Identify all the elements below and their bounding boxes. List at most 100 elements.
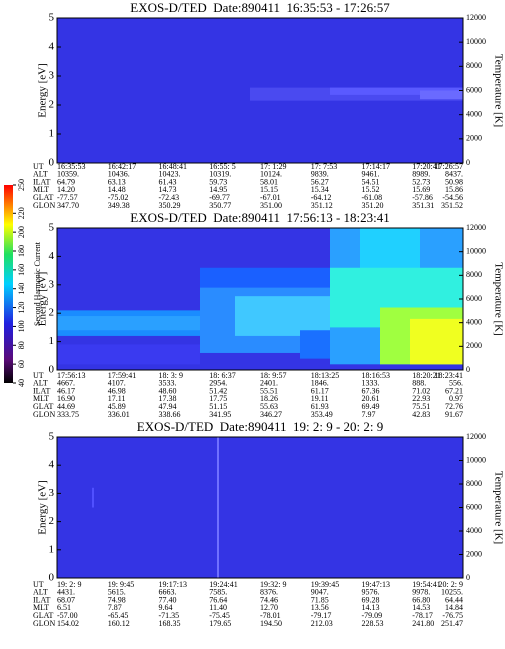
y-tick-label: 3 xyxy=(49,487,55,499)
orbit-cell: 44.69 xyxy=(57,402,75,411)
orbit-cell: 19:54:41 xyxy=(412,580,440,589)
orbit-cell: 4431. xyxy=(57,588,75,597)
orbit-cell: -75.45 xyxy=(209,611,230,620)
orbit-cell: 14.53 xyxy=(412,603,430,612)
orbit-cell: 19:32: 9 xyxy=(260,580,286,589)
orbit-cell: 51.42 xyxy=(209,386,227,395)
y-tick-label: 2 xyxy=(49,307,55,319)
orbit-row-label: ILAT xyxy=(33,177,50,186)
orbit-row-label: GLON xyxy=(33,410,55,419)
orbit-cell: -67.01 xyxy=(260,193,281,202)
orbit-cell: 68.07 xyxy=(57,595,75,604)
orbit-cell: 45.89 xyxy=(108,402,126,411)
orbit-cell: 888. xyxy=(412,379,426,388)
orbit-cell: 15.69 xyxy=(412,185,430,194)
y2-tick-label: 12000 xyxy=(466,223,486,232)
orbit-cell: 1333. xyxy=(362,379,380,388)
orbit-cell: 10319. xyxy=(209,170,231,179)
orbit-cell: 168.35 xyxy=(159,619,181,628)
orbit-cell: 14.48 xyxy=(108,185,126,194)
orbit-cell: 5615. xyxy=(108,588,126,597)
y-tick-label: 3 xyxy=(49,70,55,82)
y-tick-label: 4 xyxy=(49,459,55,471)
orbit-cell: 17: 7:53 xyxy=(311,162,337,171)
orbit-cell: 353.49 xyxy=(311,410,333,419)
orbit-cell: 9978. xyxy=(412,588,430,597)
orbit-cell: -75.02 xyxy=(108,193,129,202)
orbit-cell: 15.15 xyxy=(260,185,278,194)
orbit-cell: 50.98 xyxy=(445,177,463,186)
orbit-cell: 351.12 xyxy=(311,201,333,210)
y2-tick-label: 6000 xyxy=(466,294,482,303)
orbit-cell: 77.40 xyxy=(159,595,177,604)
orbit-cell: 64.79 xyxy=(57,177,75,186)
orbit-cell: 64.44 xyxy=(445,595,463,604)
orbit-row-label: GLAT xyxy=(33,193,54,202)
orbit-cell: 10255. xyxy=(441,588,463,597)
orbit-cell: 3533. xyxy=(159,379,177,388)
orbit-cell: 8437. xyxy=(445,170,463,179)
orbit-cell: 2401. xyxy=(260,379,278,388)
orbit-cell: 351.52 xyxy=(441,201,463,210)
orbit-cell: 7585. xyxy=(209,588,227,597)
orbit-cell: 241.80 xyxy=(412,619,434,628)
orbit-cell: 10124. xyxy=(260,170,282,179)
y-tick-label: 4 xyxy=(49,41,55,53)
y2-tick-label: 4000 xyxy=(466,526,482,535)
colorbar-label: Second Harmonic Current xyxy=(33,241,42,326)
colorbar-tick-label: 60 xyxy=(17,360,26,368)
orbit-cell: 351.00 xyxy=(260,201,282,210)
orbit-cell: 17.75 xyxy=(209,394,227,403)
colorbar-tick-label: 100 xyxy=(17,320,26,332)
orbit-row-label: ALT xyxy=(33,170,48,179)
orbit-cell: 42.83 xyxy=(412,410,430,419)
orbit-cell: 1846. xyxy=(311,379,329,388)
texture xyxy=(92,487,94,508)
orbit-row-label: MLT xyxy=(33,603,49,612)
orbit-cell: 55.63 xyxy=(260,402,278,411)
orbit-cell: 69.28 xyxy=(362,595,380,604)
orbit-cell: 16.90 xyxy=(57,394,75,403)
orbit-cell: 17.38 xyxy=(159,394,177,403)
orbit-cell: 18: 3: 9 xyxy=(159,371,183,380)
orbit-cell: 63.13 xyxy=(108,177,126,186)
orbit-cell: 56.27 xyxy=(311,177,329,186)
orbit-row-label: GLON xyxy=(33,201,55,210)
orbit-cell: 74.46 xyxy=(260,595,278,604)
texture xyxy=(217,437,219,578)
chart-title: EXOS-D/TED Date:890411 16:35:53 - 17:26:… xyxy=(130,0,390,15)
y2-tick-label: 0 xyxy=(466,158,470,167)
orbit-cell: 14.84 xyxy=(445,603,463,612)
orbit-row-label: GLAT xyxy=(33,402,54,411)
orbit-cell: 15.34 xyxy=(311,185,329,194)
orbit-cell: 17:20:41 xyxy=(412,162,440,171)
orbit-cell: -78.17 xyxy=(412,611,433,620)
orbit-cell: 179.65 xyxy=(209,619,231,628)
orbit-cell: 16:42:17 xyxy=(108,162,136,171)
colorbar xyxy=(4,185,13,383)
orbit-cell: -72.43 xyxy=(159,193,180,202)
y2-tick-label: 8000 xyxy=(466,270,482,279)
orbit-row-label: ALT xyxy=(33,379,48,388)
orbit-cell: 333.75 xyxy=(57,410,79,419)
orbit-cell: 22.93 xyxy=(412,394,430,403)
y-tick-label: 0 xyxy=(49,572,55,584)
orbit-cell: 347.70 xyxy=(57,201,79,210)
orbit-cell: 19: 9:45 xyxy=(108,580,134,589)
orbit-cell: 9.64 xyxy=(159,603,173,612)
colorbar-tick-label: 180 xyxy=(17,245,26,257)
y2-tick-label: 6000 xyxy=(466,502,482,511)
colorbar-tick-label: 120 xyxy=(17,302,26,314)
y-tick-label: 3 xyxy=(49,278,55,290)
orbit-cell: 15.52 xyxy=(362,185,380,194)
y2-tick-label: 0 xyxy=(466,365,470,374)
y-axis-label: Energy [eV] xyxy=(37,272,49,326)
orbit-cell: 59.73 xyxy=(209,177,227,186)
orbit-cell: 9047. xyxy=(311,588,329,597)
orbit-cell: 17:26:57 xyxy=(435,162,463,171)
orbit-cell: 58.01 xyxy=(260,177,278,186)
orbit-cell: 10359. xyxy=(57,170,79,179)
y-tick-label: 5 xyxy=(49,12,55,24)
orbit-cell: 16:35:53 xyxy=(57,162,85,171)
orbit-cell: 6663. xyxy=(159,588,177,597)
